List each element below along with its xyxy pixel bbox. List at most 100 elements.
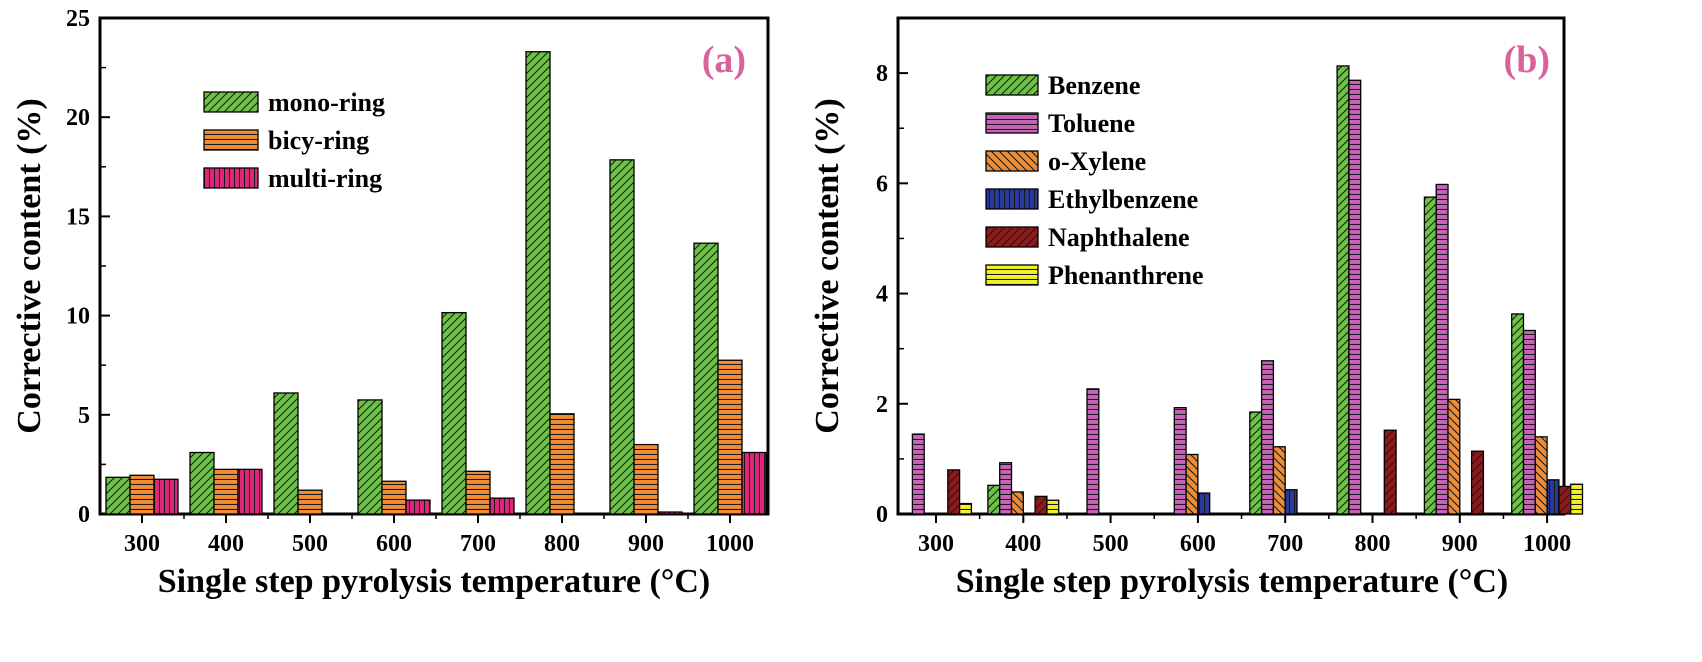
bar-toluene-900	[1435, 183, 1449, 515]
y-tick-label: 10	[66, 304, 90, 330]
x-tick-label: 800	[1355, 531, 1391, 557]
legend-swatch	[985, 226, 1039, 248]
y-axis-title-b: Corrective content (%)	[809, 98, 846, 433]
bar-o-xylene-700	[1272, 446, 1286, 515]
bar-ethylbenzene-700	[1284, 489, 1298, 515]
bar-bicy-ring-600	[381, 480, 407, 515]
legend-swatch	[985, 112, 1039, 134]
x-tick-label: 400	[208, 531, 244, 557]
bar-o-xylene-1000	[1534, 436, 1548, 515]
y-tick-label: 4	[876, 282, 888, 308]
bar-multi-ring-300	[153, 478, 179, 515]
bar-ethylbenzene-1000	[1546, 479, 1560, 515]
chart-panel-b: 0 2 4 6 8 300 400 500 600 700 800 900 1000 (b) Benze…	[809, 16, 1584, 600]
legend-label: o-Xylene	[1048, 147, 1146, 176]
bar-bicy-ring-400	[213, 468, 239, 515]
legend-swatch	[985, 74, 1039, 96]
bar-naphthalene-300	[947, 469, 961, 515]
bar-benzene-1000	[1511, 313, 1525, 515]
plot-frame-b	[896, 16, 1566, 516]
y-tick-label: 2	[876, 392, 888, 418]
panel-label-a: (a)	[702, 39, 746, 81]
y-tick-label: 15	[66, 204, 90, 230]
bar-mono-ring-300	[105, 476, 131, 515]
bar-toluene-300	[911, 433, 925, 515]
bar-o-xylene-400	[1010, 491, 1024, 515]
bar-multi-ring-700	[489, 497, 515, 515]
bar-naphthalene-1000	[1558, 485, 1572, 515]
y-axis-title-a: Corrective content (%)	[11, 98, 48, 433]
bar-multi-ring-600	[405, 499, 431, 515]
bar-multi-ring-900	[657, 511, 683, 515]
bar-mono-ring-1000	[693, 242, 719, 515]
bar-ethylbenzene-600	[1197, 492, 1211, 515]
legend-swatch	[203, 167, 259, 189]
x-axis-title-b: Single step pyrolysis temperature (°C)	[956, 563, 1509, 600]
x-tick-label: 900	[1442, 531, 1478, 557]
bar-o-xylene-600	[1185, 453, 1199, 515]
bar-toluene-700	[1260, 360, 1275, 515]
legend-label: Benzene	[1048, 71, 1140, 100]
bar-bicy-ring-800	[549, 413, 575, 515]
bar-o-xylene-900	[1447, 398, 1461, 515]
legend-label: multi-ring	[268, 164, 382, 193]
legend-label: Naphthalene	[1048, 223, 1190, 252]
legend-swatch	[985, 188, 1039, 210]
x-axis-title-a: Single step pyrolysis temperature (°C)	[158, 563, 711, 600]
bar-toluene-800	[1348, 79, 1362, 515]
bar-bicy-ring-500	[297, 489, 323, 515]
x-tick-label: 400	[1005, 531, 1041, 557]
bar-bicy-ring-900	[633, 443, 659, 515]
bar-benzene-900	[1423, 196, 1437, 515]
bar-bicy-ring-700	[465, 470, 491, 515]
bar-benzene-700	[1249, 411, 1263, 515]
x-tick-label: 1000	[706, 531, 754, 557]
x-tick-label: 600	[1180, 531, 1216, 557]
x-tick-label: 800	[544, 531, 580, 557]
bar-benzene-400	[987, 484, 1001, 515]
y-tick-label: 0	[78, 502, 90, 528]
legend-swatch	[985, 150, 1039, 172]
legend-label: mono-ring	[268, 88, 385, 117]
bar-toluene-600	[1173, 406, 1187, 515]
x-tick-label: 600	[376, 531, 412, 557]
bar-toluene-1000	[1522, 329, 1536, 515]
y-tick-label: 0	[876, 502, 888, 528]
bar-toluene-400	[999, 462, 1013, 515]
bar-bicy-ring-300	[129, 474, 155, 515]
legend-swatch	[203, 91, 259, 113]
legend-label: Ethylbenzene	[1048, 185, 1198, 214]
y-tick-label: 20	[66, 105, 90, 131]
bar-toluene-500	[1086, 388, 1100, 515]
y-tick-label: 5	[78, 403, 90, 429]
bar-multi-ring-1000	[741, 451, 767, 515]
legend-label: Toluene	[1048, 109, 1135, 138]
x-tick-label: 900	[628, 531, 664, 557]
y-tick-label: 8	[876, 61, 888, 87]
x-tick-label: 1000	[1523, 531, 1571, 557]
bar-mono-ring-600	[357, 399, 383, 515]
bar-benzene-800	[1336, 65, 1350, 515]
bar-naphthalene-400	[1034, 495, 1048, 515]
x-tick-label: 500	[1093, 531, 1129, 557]
plot-frame-a	[98, 16, 770, 516]
bar-naphthalene-800	[1383, 429, 1397, 515]
panel-label-b: (b)	[1504, 39, 1550, 81]
legend-label: bicy-ring	[268, 126, 369, 155]
legend-label: Phenanthrene	[1048, 261, 1204, 290]
y-tick-label: 6	[876, 171, 888, 197]
bar-mono-ring-900	[609, 159, 635, 515]
y-tick-label: 25	[66, 6, 90, 32]
bar-mono-ring-400	[189, 451, 215, 515]
x-tick-label: 300	[918, 531, 954, 557]
bar-bicy-ring-1000	[717, 359, 743, 515]
x-tick-label: 500	[292, 531, 328, 557]
bar-phenanthrene-1000	[1570, 483, 1584, 515]
legend-swatch	[203, 129, 259, 151]
bar-naphthalene-900	[1470, 450, 1485, 515]
bar-phenanthrene-400	[1046, 499, 1060, 515]
bar-phenanthrene-300	[958, 502, 973, 515]
bar-mono-ring-700	[441, 311, 467, 515]
